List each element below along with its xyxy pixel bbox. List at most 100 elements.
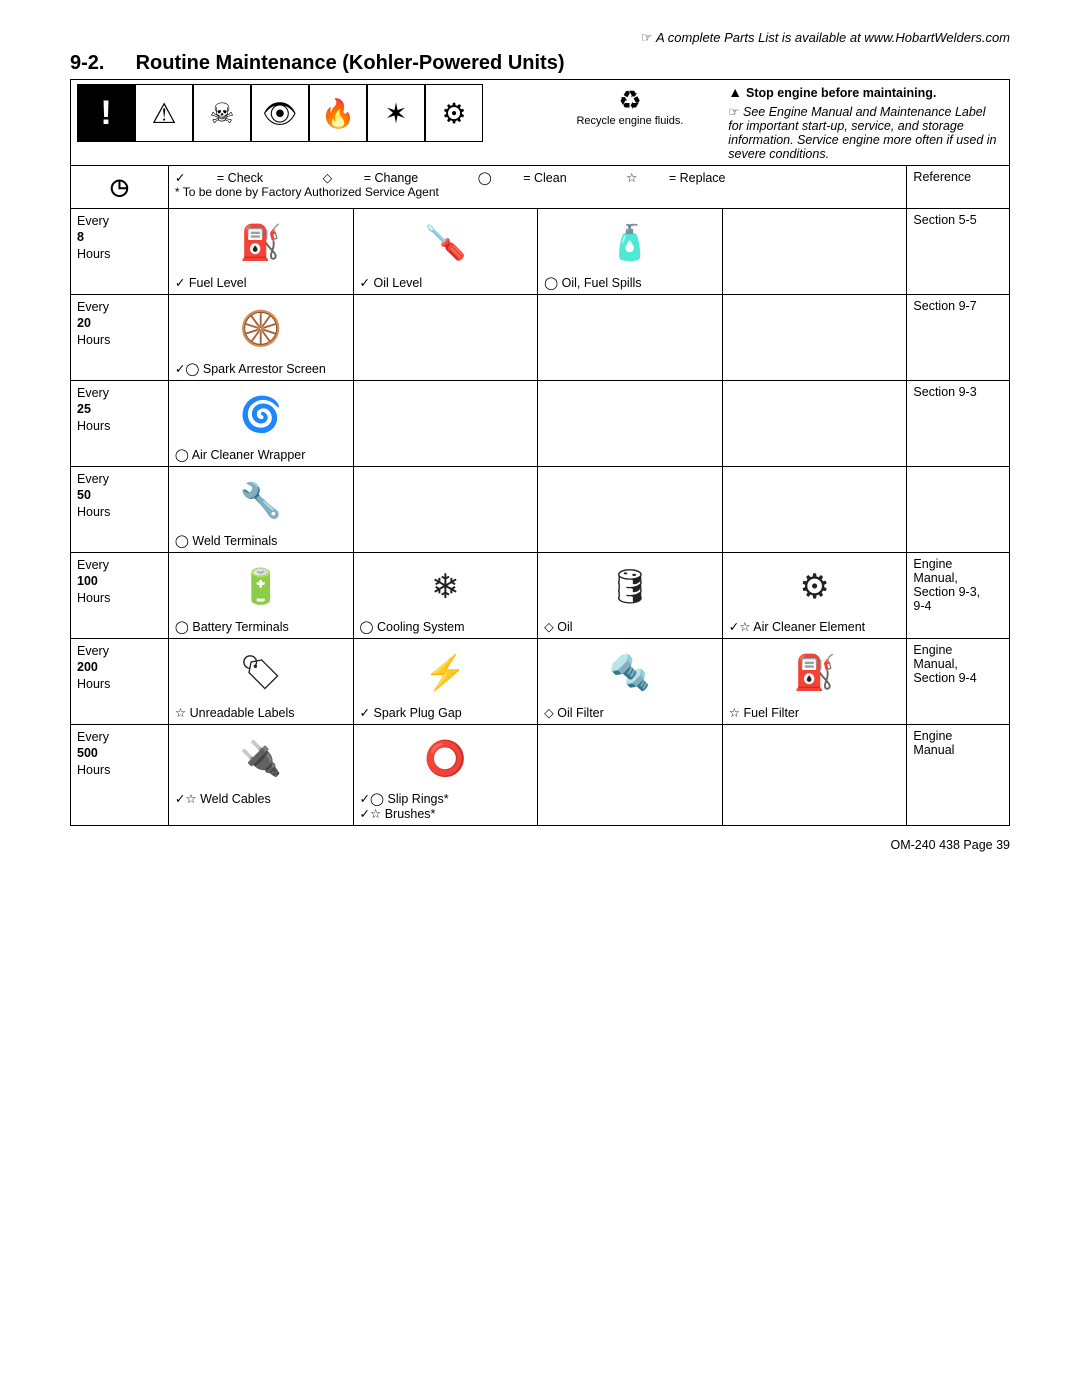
section-title-text: Routine Maintenance (Kohler-Powered Unit…: [136, 52, 565, 74]
task-label: ✓ Oil Level: [360, 275, 532, 290]
task-cell: [353, 467, 538, 553]
task-cell: ⚙ ✓☆ Air Cleaner Element: [722, 553, 907, 639]
task-cell: 🔧 ◯ Weld Terminals: [168, 467, 353, 553]
task-cell: ⛽ ✓ Fuel Level: [168, 209, 353, 295]
task-label: ◯ Weld Terminals: [175, 533, 347, 548]
task-cell: ⚡ ✓ Spark Plug Gap: [353, 639, 538, 725]
task-label: ✓☆ Air Cleaner Element: [729, 619, 901, 634]
task-illustration-icon: 🔩: [544, 643, 716, 703]
task-label: ☆ Fuel Filter: [729, 705, 901, 720]
hazard-icon: ⚙: [425, 84, 483, 142]
hazard-icon: ✶: [367, 84, 425, 142]
hazard-icon: 👁: [251, 84, 309, 142]
engine-manual-note: See Engine Manual and Maintenance Label …: [728, 104, 1003, 161]
task-illustration-icon: ⭕: [360, 729, 532, 789]
task-label: ◯ Air Cleaner Wrapper: [175, 447, 347, 462]
interval-cell: Every200Hours: [71, 639, 169, 725]
clock-icon: ◷: [100, 170, 139, 204]
task-cell: ❄ ◯ Cooling System: [353, 553, 538, 639]
task-illustration-icon: ⛽: [175, 213, 347, 273]
page-footer: OM-240 438 Page 39: [70, 838, 1010, 852]
task-cell: [538, 295, 723, 381]
legend-row: = Check = Change = Clean = Replace: [175, 170, 901, 185]
legend-note: * To be done by Factory Authorized Servi…: [175, 185, 901, 199]
parts-list-link: A complete Parts List is available at ww…: [70, 30, 1010, 46]
task-cell: [722, 467, 907, 553]
task-cell: 🛞 ✓◯ Spark Arrestor Screen: [168, 295, 353, 381]
reference-cell: EngineManual,Section 9-3,9-4: [907, 553, 1010, 639]
warning-icon-strip: ! ⚠ ☠ 👁 🔥 ✶ ⚙: [77, 84, 532, 142]
task-illustration-icon: 🛢: [544, 557, 716, 617]
task-cell: [722, 381, 907, 467]
task-cell: 🔩 ◇ Oil Filter: [538, 639, 723, 725]
task-label: ✓◯ Slip Rings* ✓☆ Brushes*: [360, 791, 532, 821]
interval-cell: Every25Hours: [71, 381, 169, 467]
task-illustration-icon: 🌀: [175, 385, 347, 445]
task-label: ☆ Unreadable Labels: [175, 705, 347, 720]
reference-cell: EngineManual: [907, 725, 1010, 826]
task-cell: ⛽ ☆ Fuel Filter: [722, 639, 907, 725]
stop-engine-warning: Stop engine before maintaining.: [728, 86, 936, 100]
reference-cell: EngineManual,Section 9-4: [907, 639, 1010, 725]
task-cell: [353, 381, 538, 467]
task-cell: [353, 295, 538, 381]
task-illustration-icon: 🧴: [544, 213, 716, 273]
task-illustration-icon: 🏷: [175, 643, 347, 703]
recycle-label: Recycle engine fluids.: [576, 115, 683, 127]
task-label: ◯ Oil, Fuel Spills: [544, 275, 716, 290]
reference-cell: Section 9-3: [907, 381, 1010, 467]
task-cell: 🌀 ◯ Air Cleaner Wrapper: [168, 381, 353, 467]
task-cell: [538, 725, 723, 826]
hazard-icon: ⚠: [135, 84, 193, 142]
task-label: ✓☆ Weld Cables: [175, 791, 347, 806]
task-cell: ⭕✓◯ Slip Rings* ✓☆ Brushes*: [353, 725, 538, 826]
task-label: ◯ Cooling System: [360, 619, 532, 634]
task-illustration-icon: ⚡: [360, 643, 532, 703]
recycle-block: ♻ Recycle engine fluids.: [544, 84, 717, 127]
task-illustration-icon: 🔧: [175, 471, 347, 531]
interval-cell: Every100Hours: [71, 553, 169, 639]
task-label: ✓ Spark Plug Gap: [360, 705, 532, 720]
task-label: ✓ Fuel Level: [175, 275, 347, 290]
task-illustration-icon: 🪛: [360, 213, 532, 273]
task-cell: [722, 209, 907, 295]
legend-clean: = Clean: [523, 171, 566, 185]
reference-cell: Section 9-7: [907, 295, 1010, 381]
legend-check: = Check: [217, 171, 263, 185]
legend-change: = Change: [364, 171, 419, 185]
task-cell: 🛢 ◇ Oil: [538, 553, 723, 639]
task-cell: [722, 295, 907, 381]
task-cell: 🪛 ✓ Oil Level: [353, 209, 538, 295]
task-cell: 🧴 ◯ Oil, Fuel Spills: [538, 209, 723, 295]
task-label: ◇ Oil Filter: [544, 705, 716, 720]
task-illustration-icon: ❄: [360, 557, 532, 617]
hazard-icon: ☠: [193, 84, 251, 142]
section-heading: 9-2. Routine Maintenance (Kohler-Powered…: [70, 52, 1010, 75]
interval-cell: Every500Hours: [71, 725, 169, 826]
task-label: ◯ Battery Terminals: [175, 619, 347, 634]
task-illustration-icon: ⚙: [729, 557, 901, 617]
task-illustration-icon: 🛞: [175, 299, 347, 359]
task-label: ✓◯ Spark Arrestor Screen: [175, 361, 347, 376]
hazard-icon: 🔥: [309, 84, 367, 142]
reference-cell: Section 5-5: [907, 209, 1010, 295]
task-cell: 🔋 ◯ Battery Terminals: [168, 553, 353, 639]
task-cell: [722, 725, 907, 826]
task-illustration-icon: 🔌: [175, 729, 347, 789]
task-cell: 🏷 ☆ Unreadable Labels: [168, 639, 353, 725]
maintenance-table: ! ⚠ ☠ 👁 🔥 ✶ ⚙ ♻ Recycle engine fluids. S…: [70, 79, 1010, 826]
warning-triangle-icon: !: [77, 84, 135, 142]
task-illustration-icon: ⛽: [729, 643, 901, 703]
reference-header: Reference: [907, 166, 1010, 209]
legend-replace: = Replace: [669, 171, 726, 185]
interval-cell: Every8Hours: [71, 209, 169, 295]
task-illustration-icon: 🔋: [175, 557, 347, 617]
task-cell: 🔌 ✓☆ Weld Cables: [168, 725, 353, 826]
reference-cell: [907, 467, 1010, 553]
task-label: ◇ Oil: [544, 619, 716, 634]
recycle-icon: ♻: [544, 86, 717, 115]
task-cell: [538, 381, 723, 467]
task-cell: [538, 467, 723, 553]
section-number: 9-2.: [70, 52, 130, 75]
interval-cell: Every20Hours: [71, 295, 169, 381]
